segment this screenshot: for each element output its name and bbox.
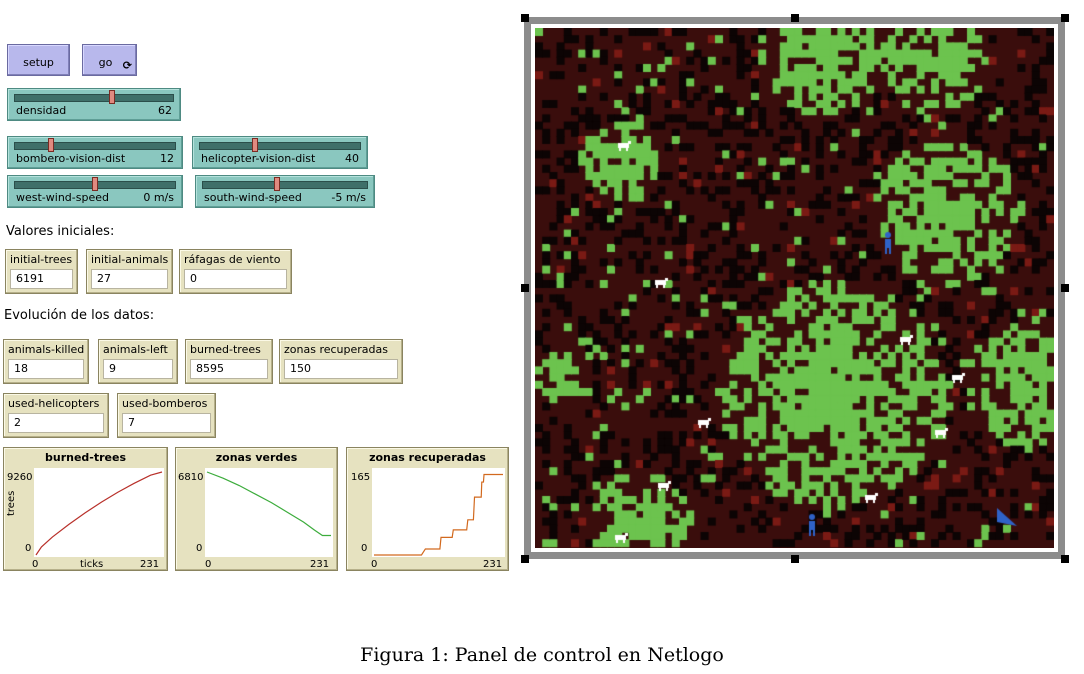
slider-label: densidad xyxy=(16,104,67,117)
slider-knob[interactable] xyxy=(274,177,280,191)
slider-track xyxy=(199,142,361,150)
figure-caption: Figura 1: Panel de control en Netlogo xyxy=(360,644,724,666)
plot-ymin: 0 xyxy=(196,543,203,554)
plot-xmax: 231 xyxy=(140,559,160,570)
plot-title: zonas recuperadas xyxy=(369,451,486,464)
slider-label: south-wind-speed xyxy=(204,191,302,204)
plot-ymin: 0 xyxy=(361,543,368,554)
plot-xlabel: ticks xyxy=(80,559,104,570)
monitor-value: 150 xyxy=(284,359,398,379)
world-grid[interactable] xyxy=(535,28,1054,548)
slider-label: bombero-vision-dist xyxy=(16,152,126,165)
plot-series-line xyxy=(35,471,163,556)
plot-ymin: 0 xyxy=(25,543,32,554)
monitor-rafagas-de-viento: ráfagas de viento 0 xyxy=(179,249,292,294)
slider-west-wind-speed[interactable]: west-wind-speed 0 m/s xyxy=(7,175,183,208)
monitor-used-bomberos: used-bomberos 7 xyxy=(117,393,216,438)
plot-burned-trees: burned-trees 9260 0 0 231 ticks trees xyxy=(3,447,168,571)
slider-knob[interactable] xyxy=(48,138,55,152)
monitor-animals-killed: animals-killed 18 xyxy=(3,339,89,384)
slider-knob[interactable] xyxy=(92,177,98,191)
monitor-value: 27 xyxy=(91,269,168,289)
monitor-label: burned-trees xyxy=(190,343,261,356)
go-button-label: go xyxy=(98,56,113,69)
resize-handle[interactable] xyxy=(521,14,529,22)
resize-handle[interactable] xyxy=(1061,14,1069,22)
plot-zonas-verdes: zonas verdes 6810 0 0 231 xyxy=(175,447,338,571)
plot-svg xyxy=(206,471,331,537)
slider-label: west-wind-speed xyxy=(16,191,109,204)
monitor-label: animals-killed xyxy=(8,343,85,356)
monitor-value: 18 xyxy=(8,359,84,379)
plot-series-line xyxy=(206,471,331,537)
monitor-label: ráfagas de viento xyxy=(184,253,281,266)
plot-ymax: 165 xyxy=(351,472,371,483)
plot-xmax: 231 xyxy=(483,559,503,570)
monitor-label: zonas recuperadas xyxy=(284,343,388,356)
resize-handle[interactable] xyxy=(521,284,529,292)
slider-track xyxy=(14,94,174,102)
plot-xmax: 231 xyxy=(310,559,330,570)
slider-track xyxy=(202,181,368,189)
plot-xmin: 0 xyxy=(371,559,378,570)
plot-area xyxy=(372,468,505,557)
forever-icon: ⟳ xyxy=(122,59,132,72)
monitor-label: initial-trees xyxy=(10,253,73,266)
world-view-border xyxy=(531,24,1058,552)
plot-zonas-recuperadas: zonas recuperadas 165 0 0 231 xyxy=(346,447,509,571)
world-view[interactable] xyxy=(524,17,1065,559)
plot-xmin: 0 xyxy=(205,559,212,570)
monitor-zonas-recuperadas: zonas recuperadas 150 xyxy=(279,339,403,384)
plot-ymax: 6810 xyxy=(178,472,204,483)
setup-button[interactable]: setup xyxy=(7,44,70,76)
resize-handle[interactable] xyxy=(791,555,799,563)
monitor-initial-trees: initial-trees 6191 xyxy=(5,249,78,294)
plot-svg xyxy=(374,473,503,556)
go-button[interactable]: go ⟳ xyxy=(82,44,137,76)
slider-value: 62 xyxy=(158,104,172,117)
plot-ymax: 9260 xyxy=(7,472,33,483)
slider-track xyxy=(14,142,176,150)
plot-area xyxy=(34,468,164,557)
section-initial-values: Valores iniciales: xyxy=(6,224,115,239)
slider-value: -5 m/s xyxy=(331,191,366,204)
plot-ylabel: trees xyxy=(6,490,17,516)
monitor-label: animals-left xyxy=(103,343,168,356)
monitor-value: 6191 xyxy=(10,269,73,289)
monitor-value: 2 xyxy=(8,413,104,433)
monitor-value: 9 xyxy=(103,359,173,379)
plot-area xyxy=(205,468,333,557)
slider-knob[interactable] xyxy=(252,138,259,152)
slider-value: 12 xyxy=(160,152,174,165)
monitor-initial-animals: initial-animals 27 xyxy=(86,249,173,294)
slider-helicopter-vision-dist[interactable]: helicopter-vision-dist 40 xyxy=(192,136,368,169)
monitor-label: initial-animals xyxy=(91,253,169,266)
slider-knob[interactable] xyxy=(109,90,116,104)
monitor-animals-left: animals-left 9 xyxy=(98,339,178,384)
slider-value: 40 xyxy=(345,152,359,165)
monitor-value: 8595 xyxy=(190,359,268,379)
plot-xmin: 0 xyxy=(32,559,39,570)
section-evolution: Evolución de los datos: xyxy=(4,308,155,323)
monitor-label: used-bomberos xyxy=(122,397,208,410)
slider-label: helicopter-vision-dist xyxy=(201,152,316,165)
monitor-label: used-helicopters xyxy=(8,397,100,410)
resize-handle[interactable] xyxy=(791,14,799,22)
monitor-burned-trees: burned-trees 8595 xyxy=(185,339,273,384)
plot-series-line xyxy=(374,473,503,556)
monitor-value: 7 xyxy=(122,413,211,433)
setup-button-label: setup xyxy=(23,56,54,69)
slider-bombero-vision-dist[interactable]: bombero-vision-dist 12 xyxy=(7,136,183,169)
resize-handle[interactable] xyxy=(1061,284,1069,292)
slider-value: 0 m/s xyxy=(143,191,174,204)
slider-south-wind-speed[interactable]: south-wind-speed -5 m/s xyxy=(195,175,375,208)
slider-densidad[interactable]: densidad 62 xyxy=(7,88,181,121)
plot-title: burned-trees xyxy=(44,451,126,464)
monitor-used-helicopters: used-helicopters 2 xyxy=(3,393,109,438)
resize-handle[interactable] xyxy=(521,555,529,563)
resize-handle[interactable] xyxy=(1061,555,1069,563)
plot-svg xyxy=(35,471,163,556)
plot-title: zonas verdes xyxy=(215,451,298,464)
monitor-value: 0 xyxy=(184,269,287,289)
